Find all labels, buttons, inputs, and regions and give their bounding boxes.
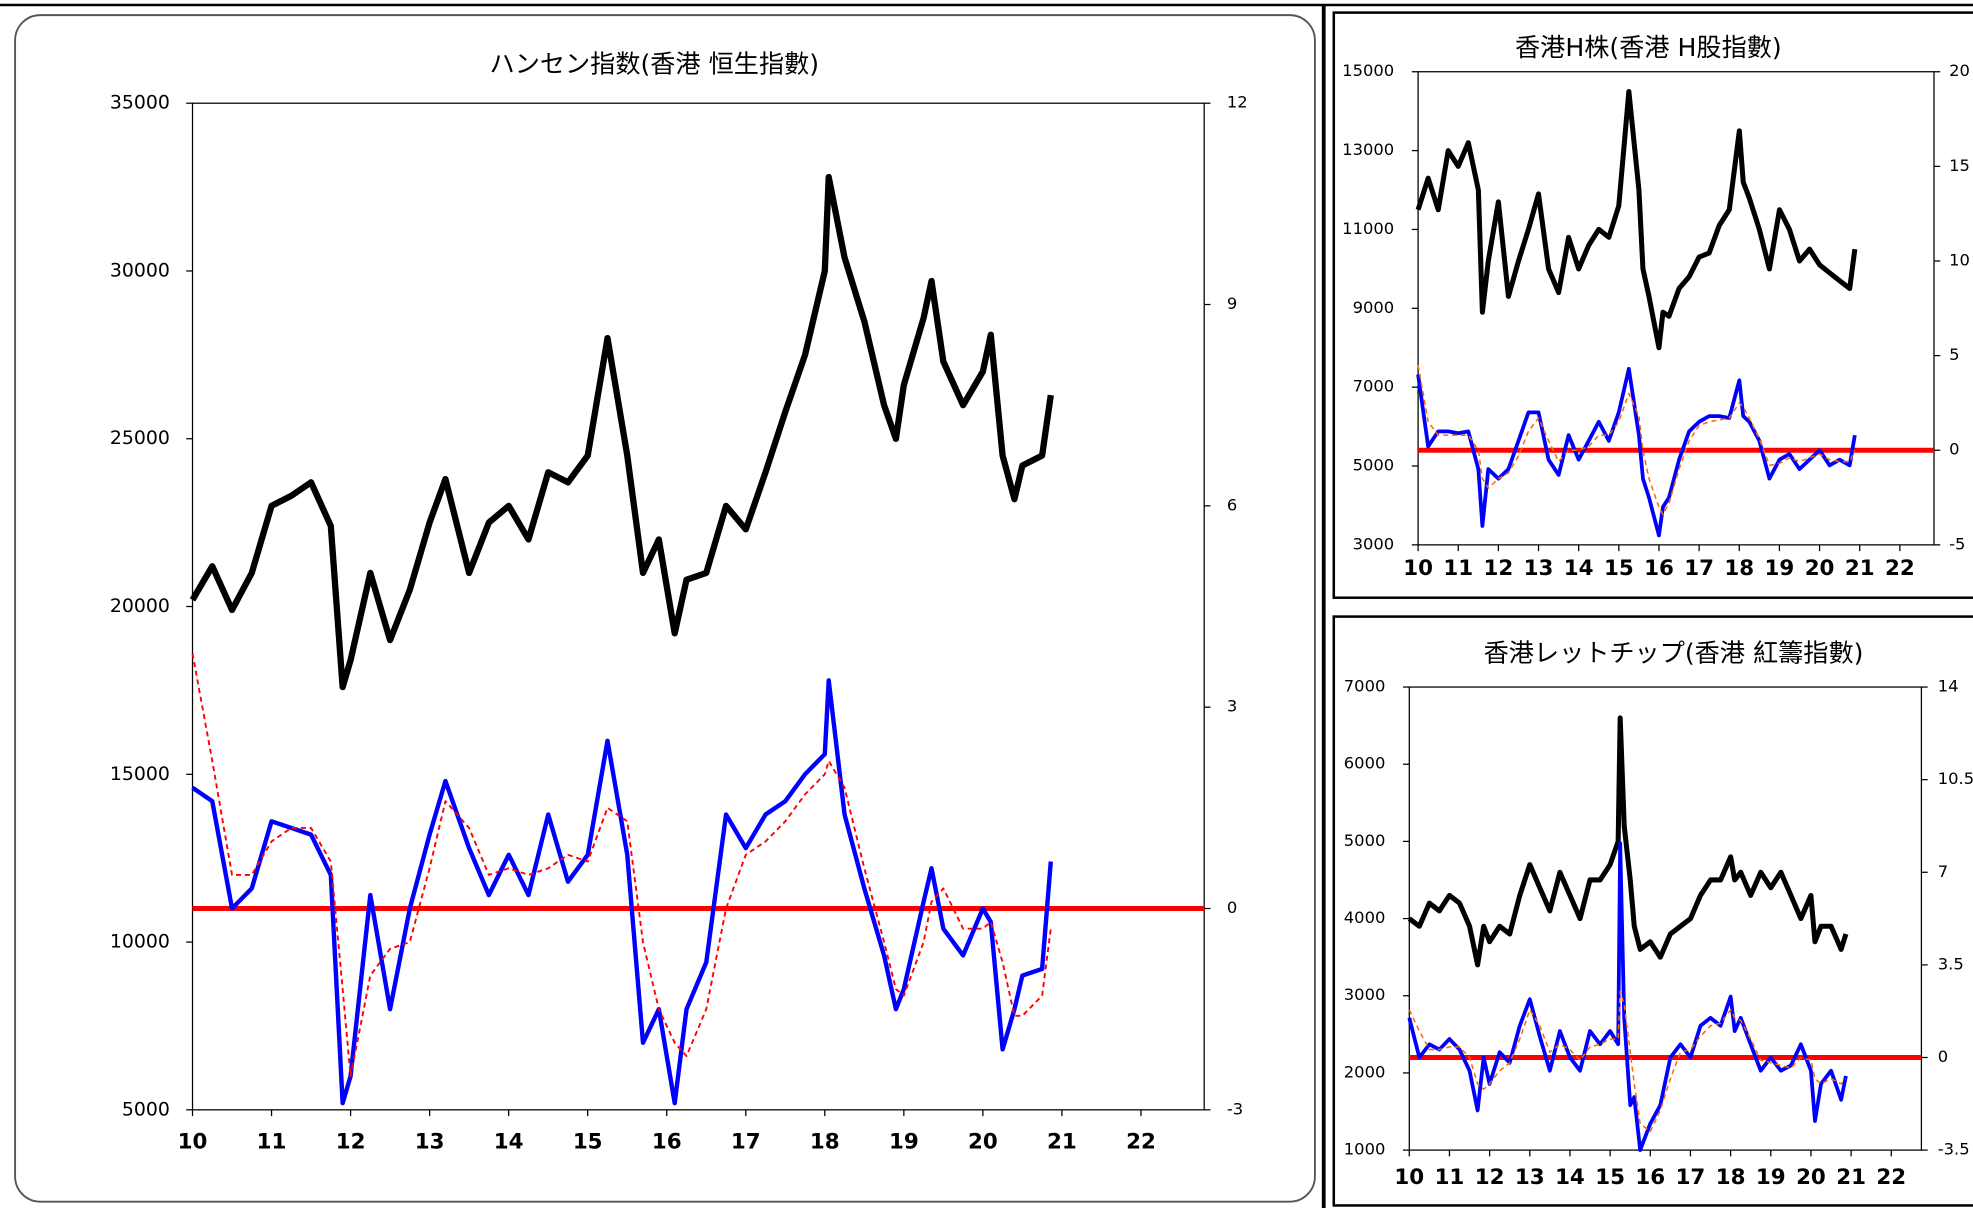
x-tick-label: 11 (1443, 556, 1473, 581)
h-panel (1332, 11, 1973, 599)
x-tick-label: 19 (1765, 556, 1795, 581)
y-tick-label: 35000 (110, 92, 170, 114)
main-panel (14, 14, 1316, 1203)
chart-title: ハンセン指数(香港 恒生指數) (490, 49, 820, 78)
x-tick-label: 11 (257, 1130, 287, 1155)
x-tick-label: 18 (1724, 556, 1754, 581)
y-tick-label: 15000 (1342, 61, 1394, 80)
x-tick-label: 12 (336, 1130, 366, 1155)
y2-tick-label: -3.5 (1938, 1140, 1970, 1159)
x-tick-label: 10 (178, 1130, 208, 1155)
series-line (1415, 88, 1858, 351)
series-line (1417, 364, 1856, 516)
x-tick-label: 19 (889, 1130, 919, 1155)
series-line (1407, 841, 1848, 1152)
series-line (191, 653, 1052, 1078)
x-tick-label: 20 (1805, 556, 1835, 581)
y-tick-label: 2000 (1344, 1062, 1386, 1081)
x-tick-label: 17 (1676, 1165, 1706, 1190)
y2-tick-label: 6 (1227, 495, 1237, 514)
x-tick-label: 21 (1845, 556, 1875, 581)
y-tick-label: 5000 (1353, 456, 1395, 475)
x-tick-label: 18 (810, 1130, 840, 1155)
x-tick-label: 10 (1394, 1165, 1424, 1190)
chart-title: 香港H株(香港 H股指數) (1515, 33, 1782, 62)
x-tick-label: 20 (968, 1130, 998, 1155)
y2-tick-label: 3 (1227, 697, 1237, 716)
x-tick-label: 13 (1524, 556, 1554, 581)
y-tick-label: 3000 (1353, 534, 1395, 553)
y2-tick-label: 15 (1949, 156, 1970, 175)
x-tick-label: 12 (1484, 556, 1514, 581)
x-tick-label: 16 (1644, 556, 1674, 581)
y2-tick-label: 3.5 (1938, 954, 1964, 973)
series-line (1407, 715, 1849, 968)
y-tick-label: 30000 (110, 259, 170, 281)
series-line (189, 173, 1054, 691)
series-line (1408, 990, 1847, 1133)
y2-tick-label: 20 (1949, 61, 1970, 80)
y2-tick-label: 9 (1227, 294, 1237, 313)
y2-tick-label: 5 (1949, 345, 1959, 364)
x-tick-label: 13 (415, 1130, 445, 1155)
x-tick-label: 14 (1564, 556, 1594, 581)
y2-tick-label: -5 (1949, 534, 1965, 553)
x-tick-label: 15 (573, 1130, 603, 1155)
x-tick-label: 13 (1515, 1165, 1545, 1190)
x-tick-label: 14 (494, 1130, 524, 1155)
x-tick-label: 21 (1047, 1130, 1077, 1155)
y2-tick-label: -3 (1227, 1099, 1243, 1118)
chart-title: 香港レットチップ(香港 紅籌指數) (1484, 638, 1864, 667)
y-tick-label: 9000 (1353, 298, 1395, 317)
y2-tick-label: 7 (1938, 862, 1948, 881)
x-tick-label: 15 (1595, 1165, 1625, 1190)
y2-tick-label: 14 (1938, 677, 1959, 696)
x-tick-label: 12 (1475, 1165, 1505, 1190)
x-tick-label: 21 (1836, 1165, 1866, 1190)
y-tick-label: 3000 (1344, 985, 1386, 1004)
x-tick-label: 22 (1126, 1130, 1156, 1155)
y-tick-label: 6000 (1344, 754, 1386, 773)
x-tick-label: 16 (652, 1130, 682, 1155)
x-tick-label: 17 (731, 1130, 761, 1155)
x-tick-label: 11 (1435, 1165, 1465, 1190)
x-tick-label: 15 (1604, 556, 1634, 581)
x-tick-label: 18 (1716, 1165, 1746, 1190)
x-tick-label: 14 (1555, 1165, 1585, 1190)
y2-tick-label: 12 (1227, 93, 1248, 112)
y-tick-label: 5000 (122, 1098, 170, 1120)
y-tick-label: 15000 (110, 763, 170, 785)
y-tick-label: 20000 (110, 595, 170, 617)
y-tick-label: 7000 (1353, 377, 1395, 396)
y2-tick-label: 10 (1949, 250, 1970, 269)
x-tick-label: 22 (1885, 556, 1915, 581)
series-line (191, 678, 1053, 1106)
x-tick-label: 10 (1403, 556, 1433, 581)
y-tick-label: 5000 (1344, 831, 1386, 850)
x-tick-label: 19 (1756, 1165, 1786, 1190)
x-tick-label: 16 (1635, 1165, 1665, 1190)
y2-tick-label: 0 (1949, 440, 1959, 459)
series-line (1416, 366, 1857, 538)
x-tick-label: 20 (1796, 1165, 1826, 1190)
x-tick-label: 22 (1876, 1165, 1906, 1190)
y-tick-label: 25000 (110, 427, 170, 449)
y-tick-label: 10000 (110, 931, 170, 953)
y-tick-label: 4000 (1344, 908, 1386, 927)
y-tick-label: 7000 (1344, 677, 1386, 696)
y2-tick-label: 0 (1227, 898, 1237, 917)
y-tick-label: 11000 (1342, 219, 1394, 238)
y-tick-label: 13000 (1342, 140, 1394, 159)
y2-tick-label: 10.5 (1938, 769, 1973, 788)
y-tick-label: 1000 (1344, 1140, 1386, 1159)
y2-tick-label: 0 (1938, 1047, 1948, 1066)
x-tick-label: 17 (1684, 556, 1714, 581)
